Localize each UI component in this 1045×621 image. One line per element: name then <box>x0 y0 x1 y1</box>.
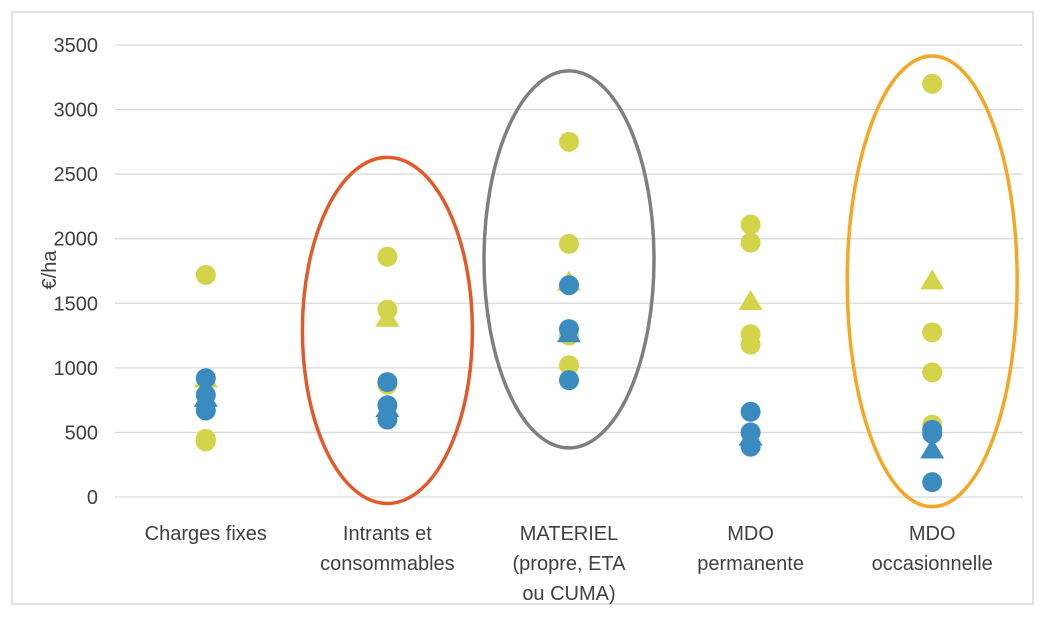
y-axis-title: €/ha <box>39 250 61 290</box>
y-tick-label: 3500 <box>54 35 99 57</box>
highlight-ellipse <box>300 155 475 506</box>
data-point-triangle <box>738 425 763 446</box>
y-tick-label: 1500 <box>54 293 99 315</box>
x-category-label: Charges fixes <box>145 523 267 545</box>
x-category-label: ou CUMA) <box>522 583 615 605</box>
data-point-circle <box>377 246 398 267</box>
data-point-triangle <box>920 269 945 290</box>
data-point-circle <box>559 131 579 152</box>
data-point-triangle <box>920 438 945 459</box>
data-point-circle <box>740 401 761 422</box>
data-point-circle <box>922 362 943 383</box>
data-point-circle <box>740 214 761 235</box>
data-point-triangle <box>557 322 581 343</box>
y-tick-label: 2000 <box>54 229 99 251</box>
x-category-label: MDO <box>727 523 774 545</box>
y-axis-tick-labels: 0 500 1000 1500 2000 2500 3000 3500 <box>54 35 99 509</box>
data-point-circle <box>559 370 579 391</box>
y-tick-label: 2500 <box>54 164 99 186</box>
y-tick-label: 3000 <box>54 100 99 122</box>
data-point-circle <box>922 423 943 444</box>
data-point-circle <box>377 372 398 393</box>
data-point-triangle <box>193 386 218 407</box>
data-point-triangle <box>375 306 400 327</box>
data-markers <box>193 73 945 493</box>
highlight-ellipse <box>845 54 1019 509</box>
data-point-circle <box>195 368 216 389</box>
data-point-circle <box>559 355 579 376</box>
highlight-ellipses <box>300 54 1019 509</box>
x-category-label: Intrants et <box>343 523 432 545</box>
data-point-circle <box>740 334 761 355</box>
data-point-circle <box>922 472 943 493</box>
x-category-label: consommables <box>320 553 455 575</box>
data-point-circle <box>559 233 579 254</box>
data-point-circle <box>922 322 943 343</box>
data-point-circle <box>559 275 579 296</box>
x-category-label: permanente <box>697 553 804 575</box>
x-category-label: MATERIEL <box>520 523 619 545</box>
data-point-triangle <box>375 397 400 418</box>
x-category-label: MDO <box>909 523 956 545</box>
chart-border <box>11 11 1034 605</box>
x-category-label: occasionnelle <box>872 553 993 575</box>
x-category-label: (propre, ETA <box>513 553 627 575</box>
highlight-ellipse <box>482 69 656 450</box>
y-tick-label: 1000 <box>54 358 99 380</box>
data-point-triangle <box>738 289 763 310</box>
y-tick-label: 500 <box>65 422 98 444</box>
data-point-circle <box>740 232 761 253</box>
y-tick-label: 0 <box>87 487 98 509</box>
data-point-circle <box>922 73 943 94</box>
data-point-circle <box>195 264 216 285</box>
x-axis-category-labels: Charges fixes Intrants et consommables MATE… <box>145 523 993 605</box>
data-point-circle <box>195 431 216 452</box>
